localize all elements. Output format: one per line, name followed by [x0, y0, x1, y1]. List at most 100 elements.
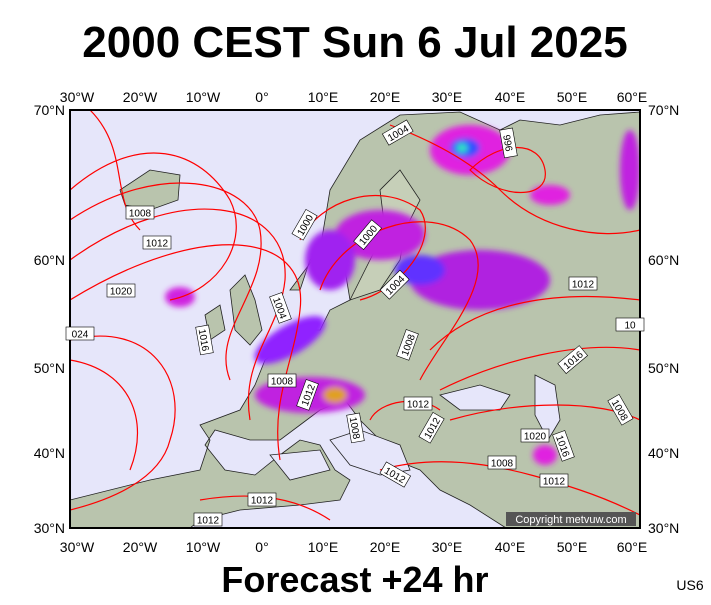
lat-label-right: 40°N [648, 445, 679, 461]
isobar-label-text: 1008 [347, 416, 362, 440]
isobar-label: 1012 [193, 512, 223, 527]
forecast-label: Forecast +24 hr [221, 559, 488, 600]
lon-label-bottom: 20°E [370, 539, 401, 555]
isobar-label-text: 1020 [524, 432, 547, 443]
run-code: US6 [676, 577, 703, 593]
isobar-label-box [379, 269, 410, 300]
isobar-label: 1008 [346, 412, 365, 444]
lat-label-right: 30°N [648, 520, 679, 536]
isobar-label-box [195, 324, 214, 356]
lon-label-bottom: 20°W [123, 539, 158, 555]
isobar-label-box [557, 345, 589, 375]
isobar-label: 1016 [195, 324, 214, 356]
isobar-label: 1012 [568, 276, 598, 291]
isobar-label-box [487, 455, 517, 470]
isobar-label: 996 [499, 127, 518, 159]
copyright: Copyright metvuw.com [515, 514, 626, 526]
isobar-label-box [267, 373, 297, 388]
lon-label-bottom: 0° [255, 539, 268, 555]
lon-label-bottom: 40°E [495, 539, 526, 555]
isobar-label: 1020 [520, 428, 550, 443]
isobar-label-text: 1012 [572, 280, 595, 291]
isobar-label: 10 [615, 317, 645, 332]
lon-label-bottom: 10°E [308, 539, 339, 555]
isobar-label-box [539, 473, 569, 488]
isobar-label-box [418, 411, 445, 444]
isobar-label-box [520, 428, 550, 443]
lon-label-top: 20°E [370, 89, 401, 105]
lon-label-top: 60°E [617, 89, 648, 105]
isobar-label-box [353, 219, 383, 251]
isobar-label-text: 1012 [251, 496, 274, 507]
isobar-label-box [615, 317, 645, 332]
isobar-label-box [396, 329, 419, 361]
isobar-label-text: 1008 [271, 377, 294, 388]
lon-label-bottom: 60°E [617, 539, 648, 555]
lon-label-top: 40°E [495, 89, 526, 105]
lon-label-top: 10°E [308, 89, 339, 105]
lat-label-right: 60°N [648, 252, 679, 268]
lat-label-left: 50°N [34, 360, 65, 376]
isobar-label-box [552, 430, 575, 462]
isobar-label: 1012 [247, 492, 277, 507]
isobar-label-box [65, 326, 95, 341]
isobar-label-text: 024 [72, 330, 89, 341]
isobar-label-text: 1008 [491, 459, 514, 470]
isobar-label-box [269, 292, 292, 324]
lon-label-top: 30°E [432, 89, 463, 105]
lon-label-bottom: 50°E [557, 539, 588, 555]
isobar-label: 1020 [106, 283, 136, 298]
isobar-label: 1008 [487, 455, 517, 470]
isobar-label-text: 1012 [543, 477, 566, 488]
lon-label-top: 20°W [123, 89, 158, 105]
isobar-label-box [403, 396, 433, 411]
isobar-label: 1012 [403, 396, 433, 411]
lat-label-left: 30°N [34, 520, 65, 536]
labels: 30°W 30°W 20°W 20°W 10°W 10°W 0° 0° 10°E 10°E 20°E… [34, 89, 680, 555]
isobar-label-box [142, 235, 172, 250]
precipitation [165, 125, 640, 465]
lon-label-bottom: 10°W [186, 539, 221, 555]
map-area [70, 110, 640, 528]
isobar-label-text: 1012 [407, 400, 430, 411]
lat-label-left: 40°N [34, 445, 65, 461]
isobar-label-box [193, 512, 223, 527]
isobar-label-box [381, 119, 414, 146]
lon-label-bottom: 30°E [432, 539, 463, 555]
lat-label-left: 60°N [34, 252, 65, 268]
isobar-label: 024 [65, 326, 95, 341]
lat-label-left: 70°N [34, 102, 65, 118]
isobar-label: 1012 [142, 235, 172, 250]
lat-label-right: 70°N [648, 102, 679, 118]
lon-label-top: 50°E [557, 89, 588, 105]
isobar-label-text: 10 [624, 321, 636, 332]
isobar-label-text: 996 [500, 134, 514, 153]
isobar-label: 1008 [125, 205, 155, 220]
lon-label-top: 30°W [60, 89, 95, 105]
isobar-label-box [296, 379, 319, 411]
isobar-label-box [291, 208, 318, 241]
isobars [70, 110, 640, 521]
isobar-label-box [125, 205, 155, 220]
lon-label-top: 10°W [186, 89, 221, 105]
isobar-label-box [499, 127, 518, 159]
lat-label-right: 50°N [648, 360, 679, 376]
isobar-label-text: 1020 [110, 287, 133, 298]
isobar-label-box [607, 393, 634, 426]
isobar-label-box [568, 276, 598, 291]
isobar-label: 1012 [539, 473, 569, 488]
title: 2000 CEST Sun 6 Jul 2025 [82, 18, 627, 67]
isobar-label-text: 1008 [129, 209, 152, 220]
isobar-label-box [346, 412, 365, 444]
copyright-box [506, 512, 636, 526]
lon-label-top: 0° [255, 89, 268, 105]
isobar-label: 1008 [267, 373, 297, 388]
isobar-label-box [247, 492, 277, 507]
isobar-label-text: 1012 [197, 516, 220, 527]
lon-label-bottom: 30°W [60, 539, 95, 555]
isobar-label-box [379, 461, 412, 488]
isobar-label-text: 1012 [146, 239, 169, 250]
isobar-label-box [106, 283, 136, 298]
isobar-label-text: 1016 [196, 328, 211, 352]
